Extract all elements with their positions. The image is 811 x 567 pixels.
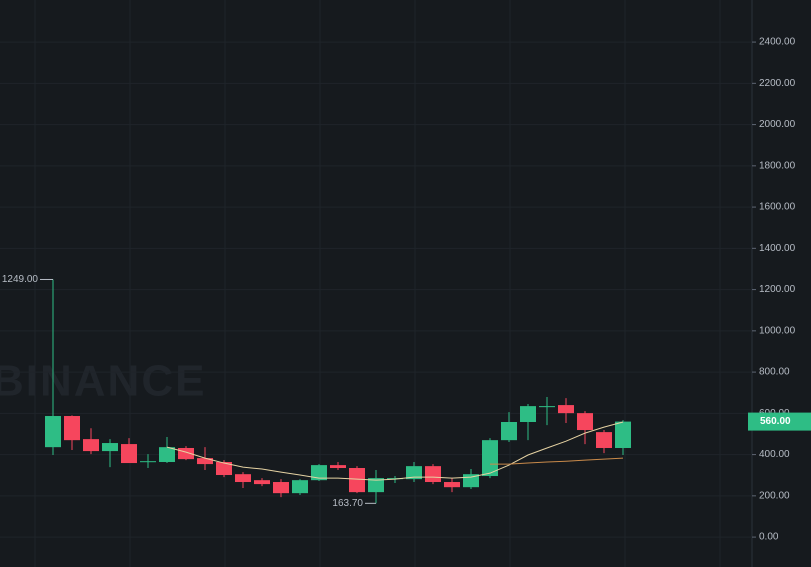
candle-body (558, 405, 574, 414)
candle-body (178, 447, 194, 460)
candle-body (596, 432, 612, 448)
moving-average-line (490, 457, 624, 465)
candle-body (539, 406, 555, 408)
y-tick-label: 400.00 (759, 449, 790, 460)
candle-body (216, 462, 232, 476)
y-tick-label: 800.00 (759, 367, 790, 378)
y-tick-label: 2400.00 (759, 37, 796, 48)
candle-body (349, 467, 365, 493)
candle-body (235, 474, 251, 483)
candle-body (64, 416, 80, 441)
moving-average-line (166, 421, 624, 481)
candle-body (501, 422, 517, 441)
high-label: 1249.00 (2, 274, 39, 285)
candle-body (254, 480, 270, 485)
candle-body (273, 482, 289, 494)
y-tick-label: 2000.00 (759, 119, 796, 130)
candle-body (140, 461, 156, 463)
candle-body (368, 478, 384, 493)
candle-body (444, 482, 460, 488)
candle-body (45, 416, 61, 448)
candle-body (387, 478, 403, 480)
y-tick-label: 1800.00 (759, 160, 796, 171)
last-price-label: 560.00 (760, 416, 791, 427)
candle-body (197, 458, 213, 465)
candle-body (577, 413, 593, 431)
candle-body (425, 466, 441, 483)
y-tick-label: 0.00 (759, 532, 779, 543)
vertical-grid (34, 0, 721, 567)
watermark: BINANCE (0, 357, 206, 406)
y-tick-label: 1400.00 (759, 243, 796, 254)
y-tick-label: 1200.00 (759, 284, 796, 295)
last-price-tag (748, 412, 811, 431)
y-tick-label: 1000.00 (759, 325, 796, 336)
candle-body (83, 439, 99, 452)
candle-body (520, 406, 536, 423)
candle-body (330, 465, 346, 468)
candle-body (159, 447, 175, 463)
low-label: 163.70 (332, 498, 363, 509)
y-tick-label: 200.00 (759, 490, 790, 501)
candle-body (311, 465, 327, 481)
y-tick-label: 1600.00 (759, 202, 796, 213)
candle-body (292, 480, 308, 494)
candle-body (121, 444, 137, 464)
candle-body (102, 443, 118, 452)
y-tick-label: 2200.00 (759, 78, 796, 89)
candle-body (482, 440, 498, 477)
candle-body (615, 421, 631, 448)
candle-body (406, 466, 422, 480)
